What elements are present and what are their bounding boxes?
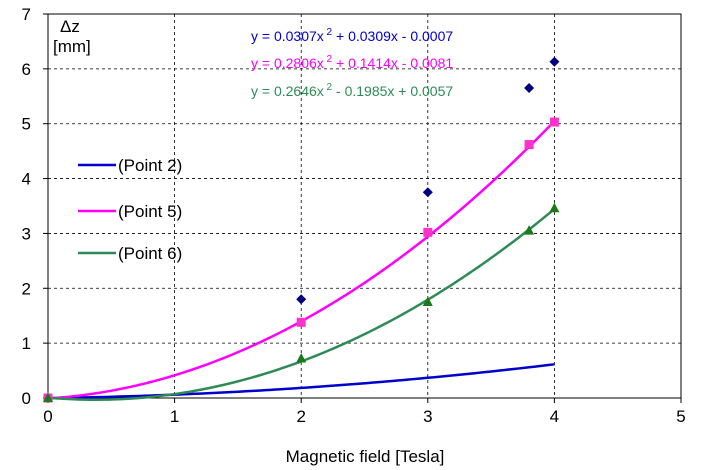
y-axis-unit-label: [mm]: [53, 37, 91, 56]
y-tick-label: 7: [22, 5, 31, 24]
plot-area-border: [47, 13, 682, 399]
y-tick-label: 2: [22, 279, 31, 298]
x-tick-label: 3: [423, 407, 432, 426]
fit-curve-1: [47, 363, 555, 400]
y-axis-label: Δz: [60, 17, 80, 36]
data-point-series-3: [422, 296, 433, 306]
y-tick-label: 6: [22, 60, 31, 79]
x-tick-label: 1: [170, 407, 179, 426]
y-tick-label: 4: [22, 170, 31, 189]
x-tick-label: 5: [676, 407, 685, 426]
data-point-series-1: [524, 83, 535, 94]
data-point-series-2: [524, 140, 534, 150]
data-markers: [43, 56, 560, 403]
y-tick-label: 5: [22, 115, 31, 134]
x-tick-label: 4: [550, 407, 559, 426]
legend: (Point 2) (Point 5) (Point 6): [78, 156, 182, 263]
trendline-equations: y = 0.0307x 2 + 0.0309x - 0.0007 y = 0.28…: [251, 27, 453, 99]
legend-label-3: (Point 6): [118, 244, 182, 263]
y-tick-label: 0: [22, 389, 31, 408]
y-tick-label: 3: [22, 224, 31, 243]
data-point-series-1: [549, 56, 560, 67]
data-point-series-3: [549, 202, 560, 213]
data-point-series-1: [296, 294, 307, 305]
axis-ticks: 0 1 2 3 4 5 0 1 2 3 4 5 6 7: [22, 5, 686, 426]
data-point-series-1: [422, 187, 433, 198]
legend-label-1: (Point 2): [118, 156, 182, 175]
data-point-series-3: [296, 353, 307, 363]
x-axis-label: Magnetic field [Tesla]: [286, 447, 445, 466]
data-point-series-2: [296, 317, 306, 327]
trendline-equation-1: y = 0.0307x 2 + 0.0309x - 0.0007: [251, 27, 453, 44]
data-point-series-3: [524, 225, 535, 235]
data-point-series-2: [423, 227, 433, 237]
data-point-series-3: [43, 392, 53, 402]
trendline-equation-2: y = 0.2806x 2 + 0.1414x - 0.0081: [251, 54, 453, 71]
y-tick-label: 1: [22, 334, 31, 353]
trendline-equation-3: y = 0.2646x 2 - 0.1985x + 0.0057: [251, 82, 453, 99]
legend-label-2: (Point 5): [118, 202, 182, 221]
x-tick-label: 2: [296, 407, 305, 426]
data-point-series-2: [549, 117, 559, 127]
x-tick-label: 0: [43, 407, 52, 426]
